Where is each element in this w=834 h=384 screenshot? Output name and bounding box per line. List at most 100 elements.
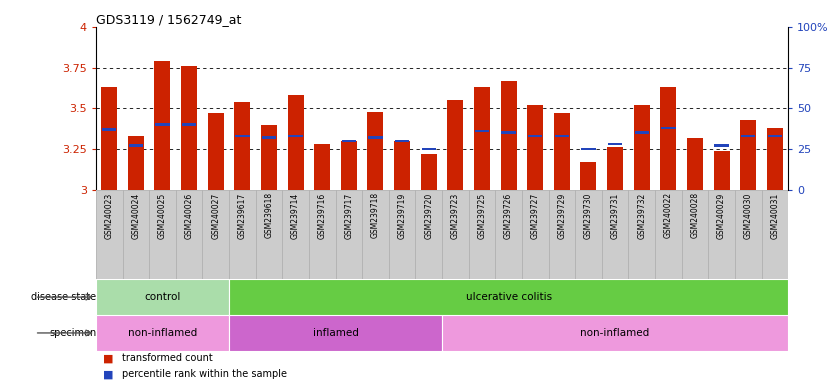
Bar [309,190,335,279]
Bar [714,151,730,190]
Text: GSM239732: GSM239732 [637,192,646,238]
Text: non-inflamed: non-inflamed [580,328,650,338]
Bar [362,190,389,279]
Text: GSM239717: GSM239717 [344,192,354,238]
Text: transformed count: transformed count [123,353,213,363]
Bar [96,190,123,279]
Bar [256,190,282,279]
Text: GSM239718: GSM239718 [371,192,380,238]
Bar [229,315,442,351]
Bar [761,190,788,279]
Bar [289,135,303,137]
Text: GSM239729: GSM239729 [557,192,566,238]
Bar [421,148,436,150]
Text: GSM240029: GSM240029 [717,192,726,238]
Bar [335,190,362,279]
Bar [288,95,304,190]
Text: GSM239617: GSM239617 [238,192,247,238]
Bar [661,126,676,129]
Bar [128,144,143,147]
Bar [96,315,229,351]
Bar [555,135,569,137]
Text: GSM239618: GSM239618 [264,192,274,238]
Bar [229,279,788,315]
Bar [101,87,118,190]
Text: ■: ■ [103,369,113,379]
Bar [261,124,277,190]
Bar [149,190,176,279]
Bar [735,190,761,279]
Bar [527,105,543,190]
Bar [394,139,409,142]
Text: GSM239716: GSM239716 [318,192,327,238]
Bar [341,141,357,190]
Bar [522,190,549,279]
Bar [208,113,224,190]
Text: disease state: disease state [31,292,96,302]
Bar [394,141,410,190]
Bar [681,190,708,279]
Text: ulcerative colitis: ulcerative colitis [465,292,551,302]
Bar [176,190,203,279]
Bar [766,128,783,190]
Bar [741,120,756,190]
Text: GSM239719: GSM239719 [398,192,407,238]
Text: inflamed: inflamed [313,328,359,338]
Bar [447,100,464,190]
Bar [128,136,143,190]
Bar [96,279,229,315]
Text: GDS3119 / 1562749_at: GDS3119 / 1562749_at [96,13,241,26]
Bar [608,143,622,146]
Bar [342,139,356,142]
Bar [708,190,735,279]
Text: non-inflamed: non-inflamed [128,328,197,338]
Text: GSM240022: GSM240022 [664,192,673,238]
Text: GSM240024: GSM240024 [131,192,140,238]
Bar [581,148,595,150]
Text: control: control [144,292,181,302]
Bar [469,190,495,279]
Text: GSM240027: GSM240027 [211,192,220,238]
Bar [741,135,756,137]
Bar [389,190,415,279]
Text: GSM239726: GSM239726 [504,192,513,238]
Text: GSM239727: GSM239727 [530,192,540,238]
Bar [262,136,276,139]
Bar [767,135,782,137]
Bar [234,102,250,190]
Bar [182,123,196,126]
Bar [500,81,516,190]
Bar [628,190,655,279]
Text: GSM240031: GSM240031 [771,192,779,238]
Bar [442,190,469,279]
Bar [607,147,623,190]
Bar [235,135,249,137]
Text: specimen: specimen [49,328,96,338]
Text: percentile rank within the sample: percentile rank within the sample [123,369,287,379]
Bar [181,66,197,190]
Bar [415,190,442,279]
Bar [102,128,117,131]
Bar [368,111,384,190]
Bar [715,144,729,147]
Bar [602,190,628,279]
Bar [229,190,256,279]
Text: GSM239720: GSM239720 [425,192,433,238]
Bar [575,190,602,279]
Text: GSM240030: GSM240030 [744,192,753,239]
Bar [495,190,522,279]
Bar [635,131,649,134]
Bar [528,135,542,137]
Text: GSM240023: GSM240023 [105,192,113,238]
Bar [155,123,169,126]
Bar [501,131,515,134]
Bar [123,190,149,279]
Text: GSM239714: GSM239714 [291,192,300,238]
Bar [420,154,437,190]
Bar [314,144,330,190]
Text: GSM239725: GSM239725 [477,192,486,238]
Text: ■: ■ [103,353,113,363]
Bar [154,61,170,190]
Text: GSM239730: GSM239730 [584,192,593,239]
Text: GSM239731: GSM239731 [610,192,620,238]
